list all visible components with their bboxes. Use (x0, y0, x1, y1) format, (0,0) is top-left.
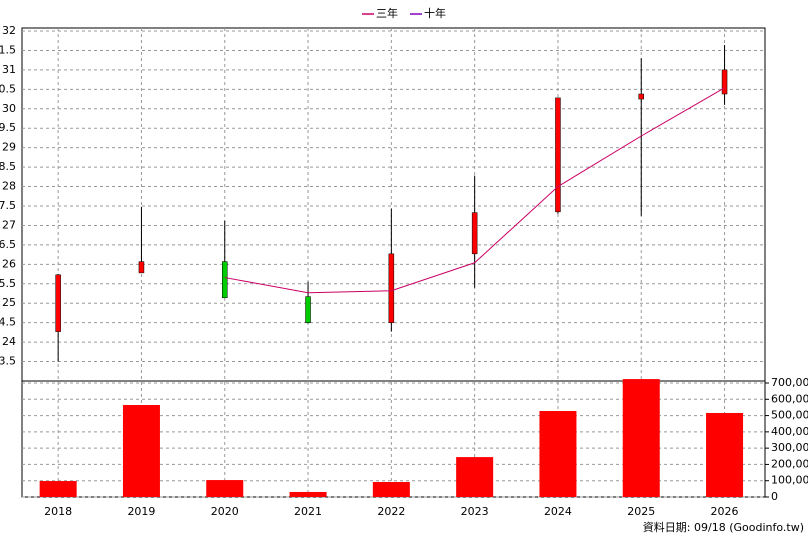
y-tick-label: 4.5 (0, 316, 16, 329)
volume-bar (122, 404, 160, 497)
legend-label: 十年 (424, 6, 446, 20)
candle-body (138, 261, 145, 274)
y2-tick-label: 0 (771, 490, 778, 503)
volume-bar (372, 482, 410, 497)
ma-line (224, 87, 725, 294)
volume-bar (289, 491, 327, 497)
y-tick-label: 32 (2, 24, 16, 37)
y2-tick-label: 100,000 (771, 474, 808, 487)
volume-bar (539, 411, 577, 497)
y-tick-label: 3.5 (0, 355, 16, 368)
candle-body (638, 93, 644, 100)
candle-body (388, 253, 395, 323)
y-tick-label: 27 (2, 218, 16, 231)
y-tick-label: 26 (2, 257, 16, 270)
y2-tick-label: 600,000 (771, 392, 808, 405)
y2-tick-label: 300,000 (771, 441, 808, 454)
volume-bar (622, 379, 660, 497)
y2-tick-label: 200,000 (771, 457, 808, 470)
y-tick-label: 24 (2, 335, 16, 348)
x-tick-label: 2024 (544, 505, 572, 518)
y2-tick-label: 400,000 (771, 425, 808, 438)
y-tick-label: 25 (2, 296, 16, 309)
x-tick-label: 2023 (461, 505, 489, 518)
volume-bar (456, 457, 494, 497)
y-tick-label: 1.5 (0, 43, 16, 56)
x-tick-label: 2020 (211, 505, 239, 518)
candle-body (721, 69, 728, 95)
x-tick-label: 2022 (377, 505, 405, 518)
y-tick-label: 5.5 (0, 277, 16, 290)
candle-body (305, 296, 311, 323)
footer: 資料日期: 09/18 (Goodinfo.tw) (643, 520, 804, 534)
y2-tick-label: 700,000 (771, 376, 808, 389)
y-tick-label: 31 (2, 63, 16, 76)
x-tick-label: 2026 (711, 505, 739, 518)
x-tick-label: 2025 (627, 505, 655, 518)
y-tick-label: 9.5 (0, 121, 16, 134)
y-tick-label: 8.5 (0, 160, 16, 173)
x-tick-label: 2021 (294, 505, 322, 518)
legend-label: 三年 (376, 6, 398, 20)
x-tick-label: 2019 (127, 505, 155, 518)
y-tick-label: 0.5 (0, 82, 16, 95)
y-tick-label: 7.5 (0, 199, 16, 212)
x-tick-label: 2018 (44, 505, 72, 518)
y-tick-label: 30 (2, 102, 16, 115)
volume-bar (206, 480, 244, 497)
candle-body (471, 212, 478, 255)
volume-bar (39, 481, 77, 497)
volume-bar (706, 412, 744, 497)
candle-body (222, 261, 228, 299)
y-tick-label: 6.5 (0, 238, 16, 251)
candle-body (55, 274, 61, 332)
y2-tick-label: 500,000 (771, 409, 808, 422)
y-tick-label: 29 (2, 141, 16, 154)
y-tick-label: 28 (2, 180, 16, 193)
candle-body (555, 97, 561, 213)
